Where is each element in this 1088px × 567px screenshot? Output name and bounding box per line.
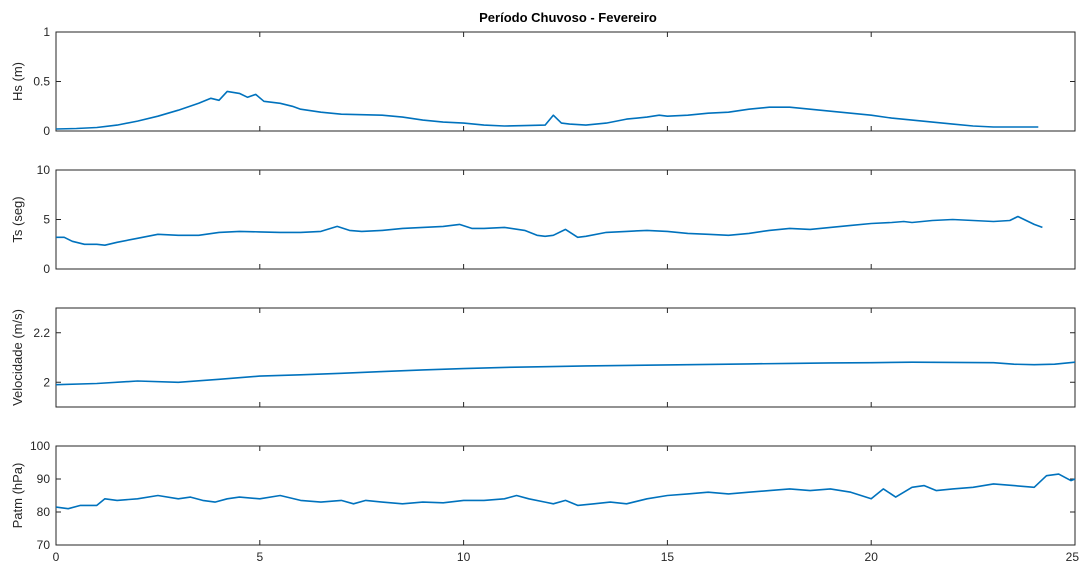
- panel-hs: Hs (m) 00.51: [10, 25, 1076, 138]
- patm-ytick-label: 70: [37, 538, 51, 552]
- velocidade-ylabel: Velocidade (m/s): [10, 309, 25, 406]
- hs-axes-box: [55, 31, 1076, 132]
- ts-ylabel: Ts (seg): [10, 196, 25, 242]
- panel-velocidade: Velocidade (m/s) 22.2: [10, 307, 1076, 408]
- hs-series-line: [55, 90, 1039, 130]
- panel-patm: Patm (hPa) 70 80 90 100 0 5 10 15 20 25: [10, 439, 1079, 564]
- xtick-label: 20: [865, 550, 879, 564]
- patm-series-line: [55, 473, 1076, 510]
- xtick-label: 0: [53, 550, 60, 564]
- hs-ytick-label: 0: [43, 124, 50, 138]
- hs-ylabel: Hs (m): [10, 62, 25, 101]
- hs-ticks: 00.51: [33, 25, 1076, 138]
- velocidade-axes-box: [55, 307, 1076, 408]
- panel-ts: Ts (seg) 0 5 10: [10, 163, 1076, 276]
- hs-ytick-label: 0.5: [33, 75, 50, 89]
- ts-ytick-label: 0: [43, 262, 50, 276]
- ts-series-line: [56, 215, 1043, 246]
- ts-ytick-label: 10: [37, 163, 51, 177]
- xtick-label: 25: [1066, 550, 1080, 564]
- hs-ytick-label: 1: [43, 25, 50, 39]
- velocidade-ytick-label: 2.2: [33, 326, 50, 340]
- ts-ytick-label: 5: [43, 213, 50, 227]
- patm-ylabel: Patm (hPa): [10, 463, 25, 529]
- velocidade-series-line: [55, 361, 1076, 386]
- patm-ytick-label: 80: [37, 505, 51, 519]
- ts-axes-box: [55, 169, 1076, 270]
- ts-ticks: 0 5 10: [37, 163, 1076, 276]
- patm-ytick-label: 100: [30, 439, 50, 453]
- chart-title: Período Chuvoso - Fevereiro: [479, 10, 657, 25]
- patm-ytick-label: 90: [37, 472, 51, 486]
- velocidade-ticks: 22.2: [33, 308, 1076, 407]
- xtick-label: 5: [256, 550, 263, 564]
- velocidade-ytick-label: 2: [43, 375, 50, 389]
- patm-ticks: 70 80 90 100 0 5 10 15 20 25: [30, 439, 1079, 564]
- xtick-label: 15: [661, 550, 675, 564]
- xtick-label: 10: [457, 550, 471, 564]
- patm-axes-box: [55, 445, 1076, 546]
